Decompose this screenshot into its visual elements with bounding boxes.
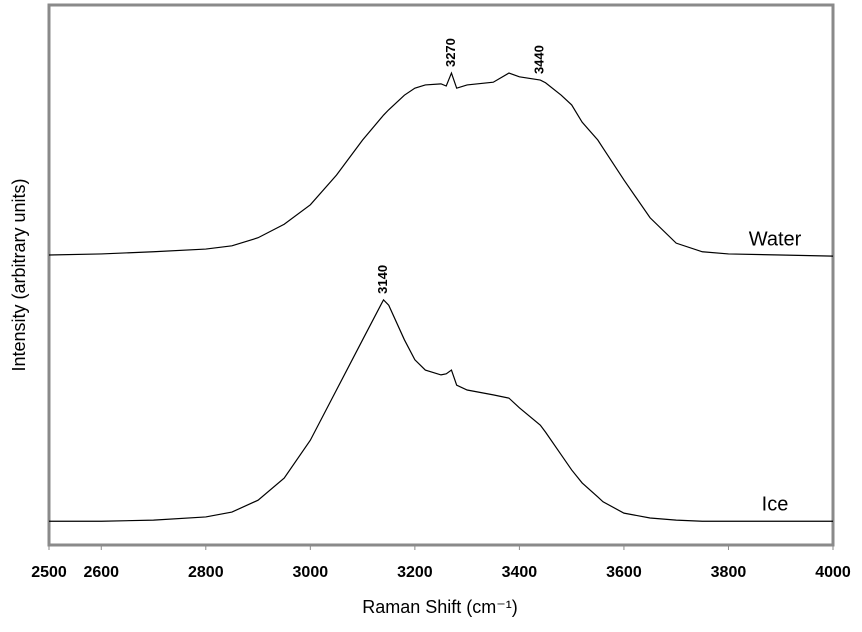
x-tick-label: 3800 — [711, 564, 747, 581]
peak-label: 3140 — [375, 265, 390, 294]
peak-label: 3440 — [532, 45, 547, 74]
x-tick-label: 3200 — [397, 564, 433, 581]
series-label: Water — [749, 228, 802, 250]
peak-label: 3270 — [443, 38, 458, 67]
x-tick-label: 3400 — [502, 564, 538, 581]
x-tick-label: 2500 — [31, 564, 67, 581]
plot-frame — [47, 3, 835, 547]
x-tick-label: 3000 — [293, 564, 329, 581]
x-tick-label: 3600 — [606, 564, 642, 581]
spectrum-line — [49, 298, 833, 522]
x-tick-label: 2800 — [188, 564, 224, 581]
series-label: Ice — [762, 494, 789, 516]
y-axis-label: Intensity (arbitrary units) — [9, 178, 29, 371]
spectrum-line — [48, 71, 834, 257]
x-axis-label: Raman Shift (cm⁻¹) — [362, 597, 518, 617]
x-tick-label: 4000 — [815, 564, 851, 581]
x-tick-label: 2600 — [83, 564, 119, 581]
